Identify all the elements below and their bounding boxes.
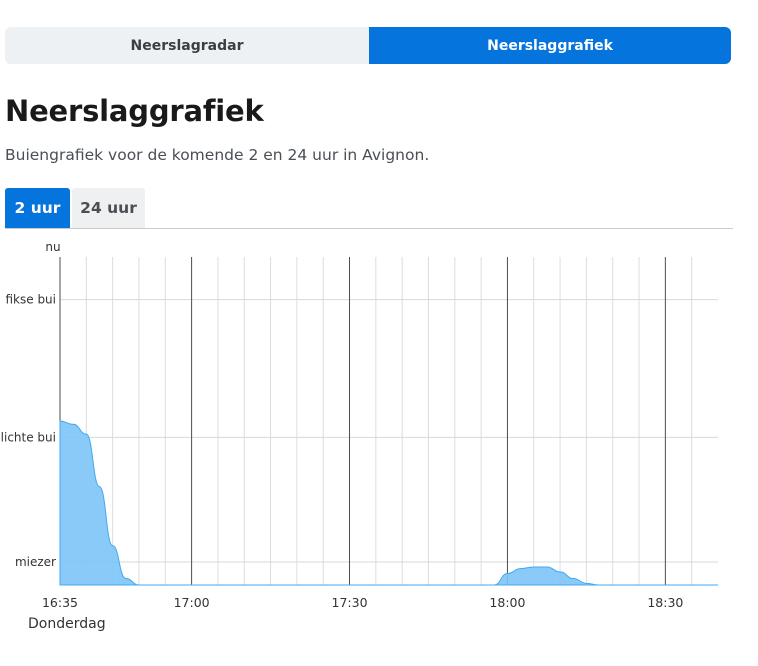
chart-grid bbox=[59, 257, 718, 586]
x-tick-label: 18:00 bbox=[489, 595, 525, 610]
page-subtitle: Buiengrafiek voor de komende 2 en 24 uur… bbox=[5, 146, 430, 164]
x-tick-label: 16:35 bbox=[42, 595, 78, 610]
x-tick-label: 17:00 bbox=[174, 595, 210, 610]
tab-24-uur[interactable]: 24 uur bbox=[72, 188, 145, 228]
neerslagradar-button[interactable]: Neerslagradar bbox=[130, 37, 244, 54]
x-tick-label: 18:30 bbox=[647, 595, 683, 610]
x-tick-label: 17:30 bbox=[332, 595, 368, 610]
chart-labels: nu miezer lichte bui fikse bui 16:35 17:00 17:… bbox=[1, 240, 684, 632]
y-level-label: miezer bbox=[15, 555, 56, 569]
y-level-label: fikse bui bbox=[5, 293, 56, 307]
view-switcher: Neerslagradar Neerslaggrafiek bbox=[5, 27, 731, 64]
tab-2-uur[interactable]: 2 uur bbox=[5, 188, 70, 228]
now-label: nu bbox=[45, 240, 60, 254]
precipitation-chart: nu miezer lichte bui fikse bui 16:35 17:00 17:… bbox=[1, 240, 718, 632]
y-level-label: lichte bui bbox=[1, 430, 56, 444]
day-label: Donderdag bbox=[28, 616, 106, 632]
neerslaggrafiek-button[interactable]: Neerslaggrafiek bbox=[369, 27, 731, 64]
period-tabs: 2 uur 24 uur bbox=[5, 188, 733, 229]
page-title: Neerslaggrafiek bbox=[5, 94, 264, 128]
precipitation-area bbox=[59, 420, 718, 586]
